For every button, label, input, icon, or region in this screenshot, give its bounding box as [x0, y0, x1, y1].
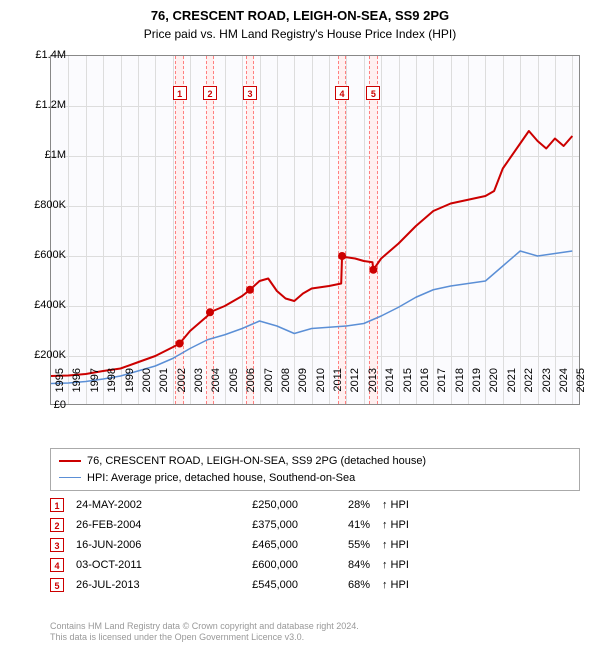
row-index-badge: 5 — [50, 578, 64, 592]
row-percent: 41% — [310, 519, 370, 531]
row-percent: 55% — [310, 539, 370, 551]
x-tick-label: 2023 — [541, 368, 553, 408]
x-tick-label: 2012 — [349, 368, 361, 408]
x-tick-label: 2002 — [176, 368, 188, 408]
footer-line-2: This data is licensed under the Open Gov… — [50, 632, 580, 644]
row-date: 26-FEB-2004 — [76, 519, 196, 531]
row-date: 16-JUN-2006 — [76, 539, 196, 551]
series-hpi — [51, 251, 572, 384]
plot-area: 12345 — [50, 55, 580, 405]
row-index-badge: 3 — [50, 538, 64, 552]
row-price: £250,000 — [208, 499, 298, 511]
legend: 76, CRESCENT ROAD, LEIGH-ON-SEA, SS9 2PG… — [50, 448, 580, 491]
legend-label: HPI: Average price, detached house, Sout… — [87, 470, 355, 487]
table-row: 3 16-JUN-2006 £465,000 55% ↑ HPI — [50, 535, 580, 555]
x-tick-label: 2017 — [436, 368, 448, 408]
x-tick-label: 2008 — [280, 368, 292, 408]
marker-point — [338, 252, 346, 260]
legend-swatch — [59, 477, 81, 478]
legend-label: 76, CRESCENT ROAD, LEIGH-ON-SEA, SS9 2PG… — [87, 453, 426, 470]
y-tick-label: £600K — [22, 249, 66, 261]
row-direction: ↑ HPI — [382, 539, 580, 551]
row-direction: ↑ HPI — [382, 499, 580, 511]
sales-table: 1 24-MAY-2002 £250,000 28% ↑ HPI 2 26-FEB-2004… — [50, 495, 580, 595]
row-date: 26-JUL-2013 — [76, 579, 196, 591]
table-row: 5 26-JUL-2013 £545,000 68% ↑ HPI — [50, 575, 580, 595]
x-tick-label: 2021 — [506, 368, 518, 408]
x-tick-label: 2001 — [158, 368, 170, 408]
x-tick-label: 2025 — [575, 368, 587, 408]
x-tick-label: 1998 — [106, 368, 118, 408]
y-tick-label: £800K — [22, 199, 66, 211]
table-row: 1 24-MAY-2002 £250,000 28% ↑ HPI — [50, 495, 580, 515]
y-tick-label: £200K — [22, 349, 66, 361]
row-direction: ↑ HPI — [382, 579, 580, 591]
line-series — [51, 56, 579, 404]
marker-point — [206, 308, 214, 316]
row-percent: 68% — [310, 579, 370, 591]
table-row: 4 03-OCT-2011 £600,000 84% ↑ HPI — [50, 555, 580, 575]
x-tick-label: 1997 — [89, 368, 101, 408]
y-tick-label: £400K — [22, 299, 66, 311]
x-tick-label: 2022 — [523, 368, 535, 408]
row-price: £375,000 — [208, 519, 298, 531]
x-tick-label: 2013 — [367, 368, 379, 408]
row-date: 24-MAY-2002 — [76, 499, 196, 511]
x-tick-label: 1999 — [124, 368, 136, 408]
row-direction: ↑ HPI — [382, 559, 580, 571]
x-tick-label: 1995 — [54, 368, 66, 408]
chart-subtitle: Price paid vs. HM Land Registry's House … — [0, 25, 600, 43]
x-tick-label: 2016 — [419, 368, 431, 408]
chart-container: 76, CRESCENT ROAD, LEIGH-ON-SEA, SS9 2PG… — [0, 0, 600, 650]
row-direction: ↑ HPI — [382, 519, 580, 531]
row-index-badge: 1 — [50, 498, 64, 512]
chart-title: 76, CRESCENT ROAD, LEIGH-ON-SEA, SS9 2PG — [0, 0, 600, 25]
x-tick-label: 2004 — [210, 368, 222, 408]
x-tick-label: 2019 — [471, 368, 483, 408]
y-tick-label: £1M — [22, 149, 66, 161]
legend-item: HPI: Average price, detached house, Sout… — [59, 470, 571, 487]
row-index-badge: 4 — [50, 558, 64, 572]
legend-item: 76, CRESCENT ROAD, LEIGH-ON-SEA, SS9 2PG… — [59, 453, 571, 470]
footer-attribution: Contains HM Land Registry data © Crown c… — [50, 621, 580, 644]
footer-line-1: Contains HM Land Registry data © Crown c… — [50, 621, 580, 633]
x-tick-label: 2018 — [454, 368, 466, 408]
row-index-badge: 2 — [50, 518, 64, 532]
legend-swatch — [59, 460, 81, 462]
x-tick-label: 1996 — [71, 368, 83, 408]
x-tick-label: 2020 — [488, 368, 500, 408]
marker-point — [176, 340, 184, 348]
x-tick-label: 2007 — [263, 368, 275, 408]
x-tick-label: 2009 — [297, 368, 309, 408]
x-tick-label: 2011 — [332, 368, 344, 408]
row-price: £465,000 — [208, 539, 298, 551]
y-tick-label: £1.4M — [22, 49, 66, 61]
x-tick-label: 2024 — [558, 368, 570, 408]
y-tick-label: £1.2M — [22, 99, 66, 111]
x-tick-label: 2010 — [315, 368, 327, 408]
x-tick-label: 2005 — [228, 368, 240, 408]
row-percent: 84% — [310, 559, 370, 571]
row-date: 03-OCT-2011 — [76, 559, 196, 571]
table-row: 2 26-FEB-2004 £375,000 41% ↑ HPI — [50, 515, 580, 535]
x-tick-label: 2003 — [193, 368, 205, 408]
x-tick-label: 2006 — [245, 368, 257, 408]
row-price: £600,000 — [208, 559, 298, 571]
marker-point — [369, 266, 377, 274]
marker-point — [246, 286, 254, 294]
row-percent: 28% — [310, 499, 370, 511]
x-tick-label: 2014 — [384, 368, 396, 408]
x-tick-label: 2000 — [141, 368, 153, 408]
series-property — [51, 131, 572, 376]
row-price: £545,000 — [208, 579, 298, 591]
x-tick-label: 2015 — [402, 368, 414, 408]
